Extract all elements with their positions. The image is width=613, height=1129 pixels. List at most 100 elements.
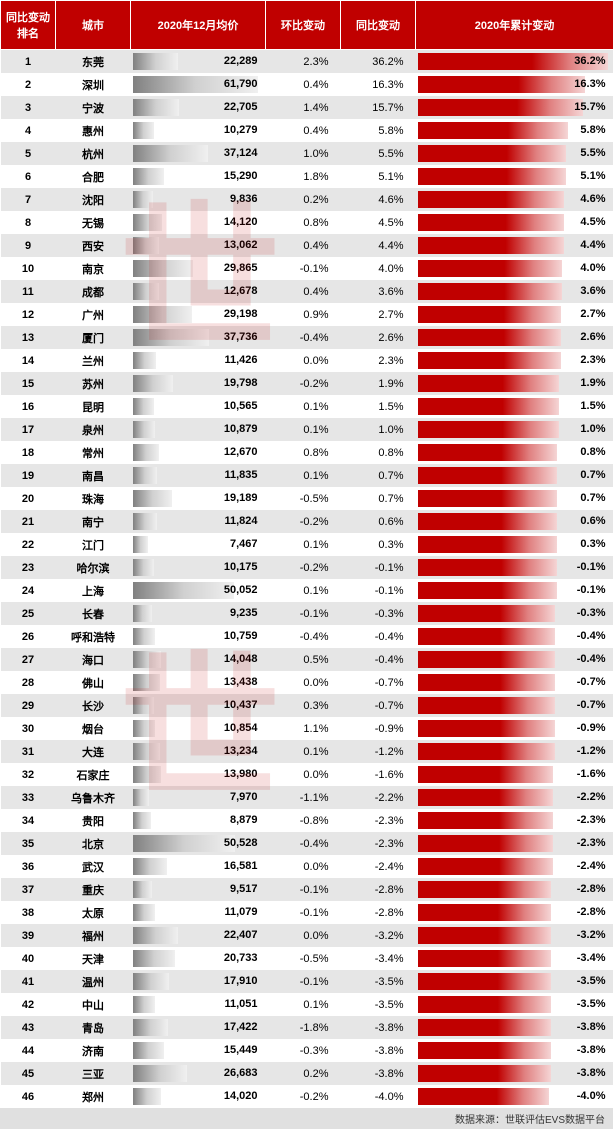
cum-value: -0.1% <box>416 556 613 579</box>
col-rank: 同比变动 排名 <box>1 1 56 50</box>
table-row: 43青岛17,422-1.8%-3.8%-3.8% <box>1 1016 613 1039</box>
cell-cum: 3.6% <box>416 280 613 303</box>
cell-mom: 0.4% <box>266 234 341 257</box>
cum-value: 0.6% <box>416 510 613 533</box>
cell-city: 长沙 <box>56 694 131 717</box>
cell-rank: 29 <box>1 694 56 717</box>
cell-price: 29,865 <box>131 257 266 280</box>
cell-rank: 43 <box>1 1016 56 1039</box>
cell-city: 长春 <box>56 602 131 625</box>
table-row: 41温州17,910-0.1%-3.5%-3.5% <box>1 970 613 993</box>
cum-value: 1.5% <box>416 395 613 418</box>
price-value: 10,175 <box>131 556 266 579</box>
price-value: 29,198 <box>131 303 266 326</box>
cell-city: 常州 <box>56 441 131 464</box>
table-row: 30烟台10,8541.1%-0.9%-0.9% <box>1 717 613 740</box>
cell-price: 61,790 <box>131 73 266 96</box>
cell-rank: 36 <box>1 855 56 878</box>
table-row: 24上海50,0520.1%-0.1%-0.1% <box>1 579 613 602</box>
cell-price: 9,517 <box>131 878 266 901</box>
table-row: 35北京50,528-0.4%-2.3%-2.3% <box>1 832 613 855</box>
cell-rank: 28 <box>1 671 56 694</box>
cell-city: 北京 <box>56 832 131 855</box>
table-row: 45三亚26,6830.2%-3.8%-3.8% <box>1 1062 613 1085</box>
cell-cum: 16.3% <box>416 73 613 96</box>
cell-city: 西安 <box>56 234 131 257</box>
cell-price: 37,736 <box>131 326 266 349</box>
cell-yoy: -0.1% <box>341 556 416 579</box>
cum-value: 2.7% <box>416 303 613 326</box>
price-value: 11,079 <box>131 901 266 924</box>
cell-cum: -3.8% <box>416 1039 613 1062</box>
cell-mom: -0.2% <box>266 510 341 533</box>
cell-rank: 35 <box>1 832 56 855</box>
cell-rank: 18 <box>1 441 56 464</box>
table-row: 16昆明10,5650.1%1.5%1.5% <box>1 395 613 418</box>
cell-cum: 0.7% <box>416 464 613 487</box>
cell-yoy: 4.4% <box>341 234 416 257</box>
cell-price: 20,733 <box>131 947 266 970</box>
cell-mom: 0.1% <box>266 579 341 602</box>
cell-city: 杭州 <box>56 142 131 165</box>
cell-city: 苏州 <box>56 372 131 395</box>
cell-cum: -0.1% <box>416 556 613 579</box>
price-value: 50,528 <box>131 832 266 855</box>
cell-cum: -0.3% <box>416 602 613 625</box>
cell-mom: 0.4% <box>266 280 341 303</box>
cell-price: 14,048 <box>131 648 266 671</box>
price-value: 37,124 <box>131 142 266 165</box>
cell-price: 11,835 <box>131 464 266 487</box>
cell-yoy: -0.4% <box>341 625 416 648</box>
cell-yoy: -0.7% <box>341 694 416 717</box>
cell-rank: 34 <box>1 809 56 832</box>
header-row: 同比变动 排名 城市 2020年12月均价 环比变动 同比变动 2020年累计变… <box>1 1 613 50</box>
cell-mom: -0.4% <box>266 625 341 648</box>
cell-mom: -0.2% <box>266 372 341 395</box>
cell-rank: 30 <box>1 717 56 740</box>
price-value: 15,290 <box>131 165 266 188</box>
cell-cum: 1.5% <box>416 395 613 418</box>
cum-value: -3.2% <box>416 924 613 947</box>
cell-cum: 5.1% <box>416 165 613 188</box>
table-row: 25长春9,235-0.1%-0.3%-0.3% <box>1 602 613 625</box>
cell-city: 大连 <box>56 740 131 763</box>
cum-value: -3.8% <box>416 1016 613 1039</box>
cell-yoy: 4.5% <box>341 211 416 234</box>
cell-city: 三亚 <box>56 1062 131 1085</box>
cell-mom: -0.5% <box>266 487 341 510</box>
cell-rank: 25 <box>1 602 56 625</box>
cell-mom: 0.1% <box>266 395 341 418</box>
cell-rank: 4 <box>1 119 56 142</box>
cum-value: -0.4% <box>416 625 613 648</box>
cell-city: 江门 <box>56 533 131 556</box>
cum-value: 5.1% <box>416 165 613 188</box>
cell-mom: 0.0% <box>266 924 341 947</box>
cell-rank: 6 <box>1 165 56 188</box>
table-row: 2深圳61,7900.4%16.3%16.3% <box>1 73 613 96</box>
cell-city: 兰州 <box>56 349 131 372</box>
cell-yoy: -3.4% <box>341 947 416 970</box>
price-value: 9,235 <box>131 602 266 625</box>
cell-price: 29,198 <box>131 303 266 326</box>
price-value: 13,438 <box>131 671 266 694</box>
price-value: 9,517 <box>131 878 266 901</box>
cell-cum: -1.6% <box>416 763 613 786</box>
cell-city: 合肥 <box>56 165 131 188</box>
price-value: 7,467 <box>131 533 266 556</box>
cell-rank: 3 <box>1 96 56 119</box>
price-value: 61,790 <box>131 73 266 96</box>
table-row: 11成都12,6780.4%3.6%3.6% <box>1 280 613 303</box>
price-value: 10,437 <box>131 694 266 717</box>
cell-city: 深圳 <box>56 73 131 96</box>
price-value: 13,234 <box>131 740 266 763</box>
cum-value: 2.3% <box>416 349 613 372</box>
cum-value: 1.0% <box>416 418 613 441</box>
col-price: 2020年12月均价 <box>131 1 266 50</box>
cell-mom: 0.0% <box>266 855 341 878</box>
cell-price: 11,079 <box>131 901 266 924</box>
table-row: 17泉州10,8790.1%1.0%1.0% <box>1 418 613 441</box>
cell-city: 乌鲁木齐 <box>56 786 131 809</box>
price-value: 20,733 <box>131 947 266 970</box>
cell-rank: 20 <box>1 487 56 510</box>
cell-cum: -3.2% <box>416 924 613 947</box>
